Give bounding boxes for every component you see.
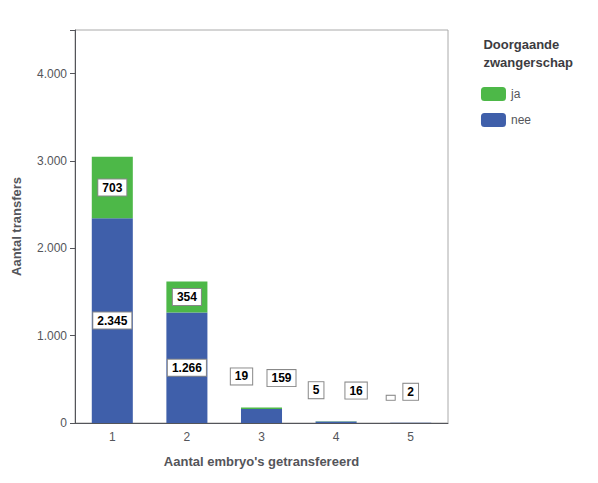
svg-text:3: 3: [258, 430, 265, 444]
svg-text:5: 5: [313, 383, 320, 397]
svg-text:1: 1: [109, 430, 116, 444]
svg-text:16: 16: [349, 384, 363, 398]
svg-text:354: 354: [177, 290, 197, 304]
svg-text:4: 4: [333, 430, 340, 444]
svg-text:2.000: 2.000: [37, 241, 67, 255]
svg-text:2.345: 2.345: [97, 314, 127, 328]
svg-text:Aantal embryo's getransfereerd: Aantal embryo's getransfereerd: [164, 454, 359, 469]
svg-text:2: 2: [184, 430, 191, 444]
svg-text:2: 2: [407, 385, 414, 399]
svg-text:zwangerschap: zwangerschap: [483, 55, 573, 70]
svg-text:1.000: 1.000: [37, 329, 67, 343]
svg-text:nee: nee: [511, 113, 531, 127]
svg-text:159: 159: [271, 371, 291, 385]
svg-text:Doorgaande: Doorgaande: [483, 37, 559, 52]
svg-text:ja: ja: [510, 87, 521, 101]
svg-text:4.000: 4.000: [37, 67, 67, 81]
svg-text:19: 19: [235, 369, 249, 383]
svg-text:1.266: 1.266: [172, 361, 202, 375]
svg-text:703: 703: [102, 181, 122, 195]
svg-text:Aantal transfers: Aantal transfers: [9, 177, 24, 276]
svg-text:0: 0: [60, 416, 67, 430]
svg-text:3.000: 3.000: [37, 154, 67, 168]
svg-text:5: 5: [407, 430, 414, 444]
